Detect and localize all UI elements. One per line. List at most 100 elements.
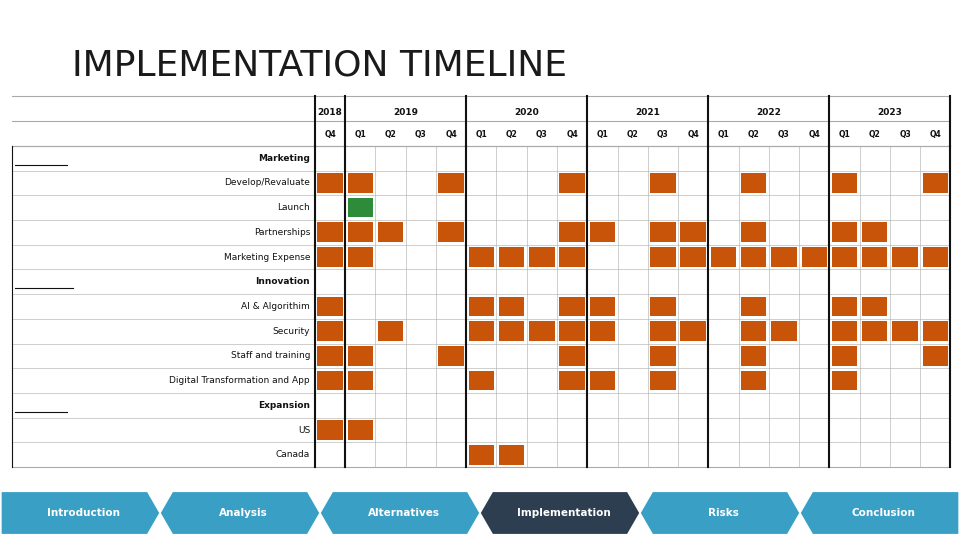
Bar xyxy=(348,371,373,390)
Bar xyxy=(439,346,464,366)
Bar xyxy=(650,222,676,242)
Text: Q4: Q4 xyxy=(687,130,699,139)
Bar xyxy=(560,321,585,341)
Text: Q2: Q2 xyxy=(748,130,759,139)
Bar xyxy=(589,371,615,390)
Polygon shape xyxy=(320,491,480,535)
Bar xyxy=(831,346,857,366)
Bar xyxy=(318,321,343,341)
Bar xyxy=(439,222,464,242)
Bar xyxy=(923,247,948,267)
Bar xyxy=(348,173,373,193)
Bar xyxy=(650,371,676,390)
Bar xyxy=(348,222,373,242)
Bar xyxy=(560,222,585,242)
Text: IMPLEMENTATION TIMELINE: IMPLEMENTATION TIMELINE xyxy=(72,49,567,83)
Bar xyxy=(560,173,585,193)
Text: Risks: Risks xyxy=(708,508,739,518)
Bar xyxy=(862,222,887,242)
Text: Marketing: Marketing xyxy=(258,154,310,163)
Bar xyxy=(529,321,555,341)
Bar xyxy=(499,321,524,341)
Bar xyxy=(650,321,676,341)
Bar xyxy=(771,247,797,267)
Bar xyxy=(831,222,857,242)
Bar xyxy=(681,247,706,267)
Text: Innovation: Innovation xyxy=(255,277,310,286)
Text: Q2: Q2 xyxy=(627,130,638,139)
Bar xyxy=(468,296,494,316)
Text: Q1: Q1 xyxy=(354,130,366,139)
Text: Q4: Q4 xyxy=(929,130,941,139)
Text: Q2: Q2 xyxy=(869,130,880,139)
Bar xyxy=(862,296,887,316)
Bar xyxy=(923,173,948,193)
Text: Security: Security xyxy=(273,327,310,336)
Bar xyxy=(348,420,373,440)
Bar xyxy=(650,247,676,267)
Bar xyxy=(741,222,766,242)
Text: Q3: Q3 xyxy=(657,130,669,139)
Text: AI & Algorithim: AI & Algorithim xyxy=(241,302,310,311)
Text: Develop/Revaluate: Develop/Revaluate xyxy=(225,178,310,187)
Text: Q3: Q3 xyxy=(415,130,426,139)
Bar xyxy=(741,346,766,366)
Bar xyxy=(499,247,524,267)
Text: Alternatives: Alternatives xyxy=(368,508,440,518)
Bar xyxy=(771,321,797,341)
Bar xyxy=(318,222,343,242)
Text: Partnerships: Partnerships xyxy=(253,228,310,237)
Bar xyxy=(468,247,494,267)
Text: Q4: Q4 xyxy=(566,130,578,139)
Bar xyxy=(741,247,766,267)
Text: Q4: Q4 xyxy=(445,130,457,139)
Bar xyxy=(560,346,585,366)
Bar xyxy=(589,321,615,341)
Bar xyxy=(560,296,585,316)
Bar xyxy=(318,296,343,316)
Bar xyxy=(831,247,857,267)
Bar xyxy=(318,420,343,440)
Bar xyxy=(318,371,343,390)
Bar xyxy=(318,346,343,366)
Text: Q4: Q4 xyxy=(324,130,336,139)
Bar xyxy=(681,222,706,242)
Text: Q1: Q1 xyxy=(839,130,851,139)
Text: Q4: Q4 xyxy=(808,130,820,139)
Bar xyxy=(681,321,706,341)
Bar xyxy=(318,247,343,267)
Bar xyxy=(862,321,887,341)
Bar xyxy=(923,321,948,341)
Bar xyxy=(589,296,615,316)
Text: Staff and training: Staff and training xyxy=(230,352,310,360)
Polygon shape xyxy=(160,491,320,535)
Bar xyxy=(468,445,494,464)
Bar xyxy=(923,346,948,366)
Bar xyxy=(892,321,918,341)
Bar xyxy=(348,198,373,218)
Bar xyxy=(560,247,585,267)
Text: 2018: 2018 xyxy=(318,108,343,117)
Text: Analysis: Analysis xyxy=(220,508,268,518)
Bar xyxy=(650,346,676,366)
Bar xyxy=(318,173,343,193)
Text: 2019: 2019 xyxy=(394,108,419,117)
Bar xyxy=(560,371,585,390)
Text: 2023: 2023 xyxy=(877,108,902,117)
Bar xyxy=(862,247,887,267)
Bar xyxy=(710,247,736,267)
Text: Q3: Q3 xyxy=(536,130,548,139)
Bar xyxy=(499,296,524,316)
Polygon shape xyxy=(640,491,800,535)
Bar xyxy=(589,222,615,242)
Text: 2020: 2020 xyxy=(515,108,540,117)
Text: Q1: Q1 xyxy=(717,130,730,139)
Text: Introduction: Introduction xyxy=(47,508,120,518)
Text: Expansion: Expansion xyxy=(258,401,310,410)
Text: Launch: Launch xyxy=(277,203,310,212)
Bar xyxy=(892,247,918,267)
Bar xyxy=(499,445,524,464)
Bar xyxy=(529,247,555,267)
Text: Q3: Q3 xyxy=(900,130,911,139)
Bar xyxy=(650,296,676,316)
